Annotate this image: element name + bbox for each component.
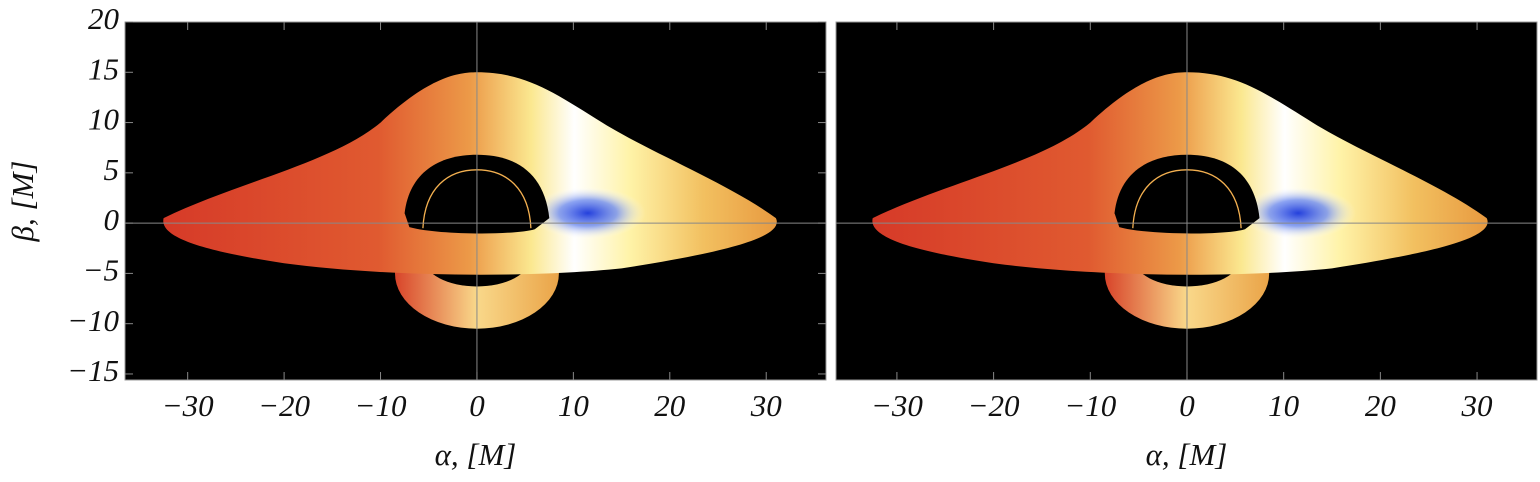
y-axis-label: β, [M] bbox=[5, 161, 40, 243]
y-tick-label: −10 bbox=[67, 303, 119, 338]
y-tick-label: 0 bbox=[104, 202, 120, 237]
y-tick-label: 15 bbox=[88, 51, 119, 86]
blueshift-spot bbox=[529, 186, 646, 240]
x-tick-label: 30 bbox=[750, 388, 783, 423]
x-tick-label: −10 bbox=[355, 388, 407, 423]
y-tick-label: −15 bbox=[67, 353, 119, 388]
x-axis-label: α, [M] bbox=[1146, 437, 1228, 472]
y-tick-label: 5 bbox=[104, 152, 120, 187]
x-tick-label: −30 bbox=[871, 388, 923, 423]
y-tick-label: 10 bbox=[88, 102, 120, 137]
panel: −30 −20 −10 0 10 20 30 20 15 10 5 0 −5 −10 −15 α, [M] β,… bbox=[5, 1, 827, 472]
blueshift-spot bbox=[1240, 186, 1357, 240]
x-tick-label: 0 bbox=[1179, 388, 1195, 423]
x-tick-label: 10 bbox=[558, 388, 590, 423]
x-tick-label: 0 bbox=[469, 388, 485, 423]
x-tick-label: −20 bbox=[258, 388, 310, 423]
y-tick-label: 20 bbox=[88, 1, 120, 36]
x-tick-label: −10 bbox=[1064, 388, 1116, 423]
x-tick-label: −30 bbox=[162, 388, 214, 423]
x-tick-label: 20 bbox=[1365, 388, 1397, 423]
x-tick-label: −20 bbox=[968, 388, 1020, 423]
x-tick-label: 20 bbox=[654, 388, 686, 423]
x-axis-label: α, [M] bbox=[435, 437, 517, 472]
x-tick-label: 30 bbox=[1461, 388, 1494, 423]
panel: −30 −20 −10 0 10 20 30 α, [M] bbox=[835, 21, 1538, 472]
x-tick-label: 10 bbox=[1268, 388, 1300, 423]
y-tick-label: −5 bbox=[83, 253, 119, 288]
